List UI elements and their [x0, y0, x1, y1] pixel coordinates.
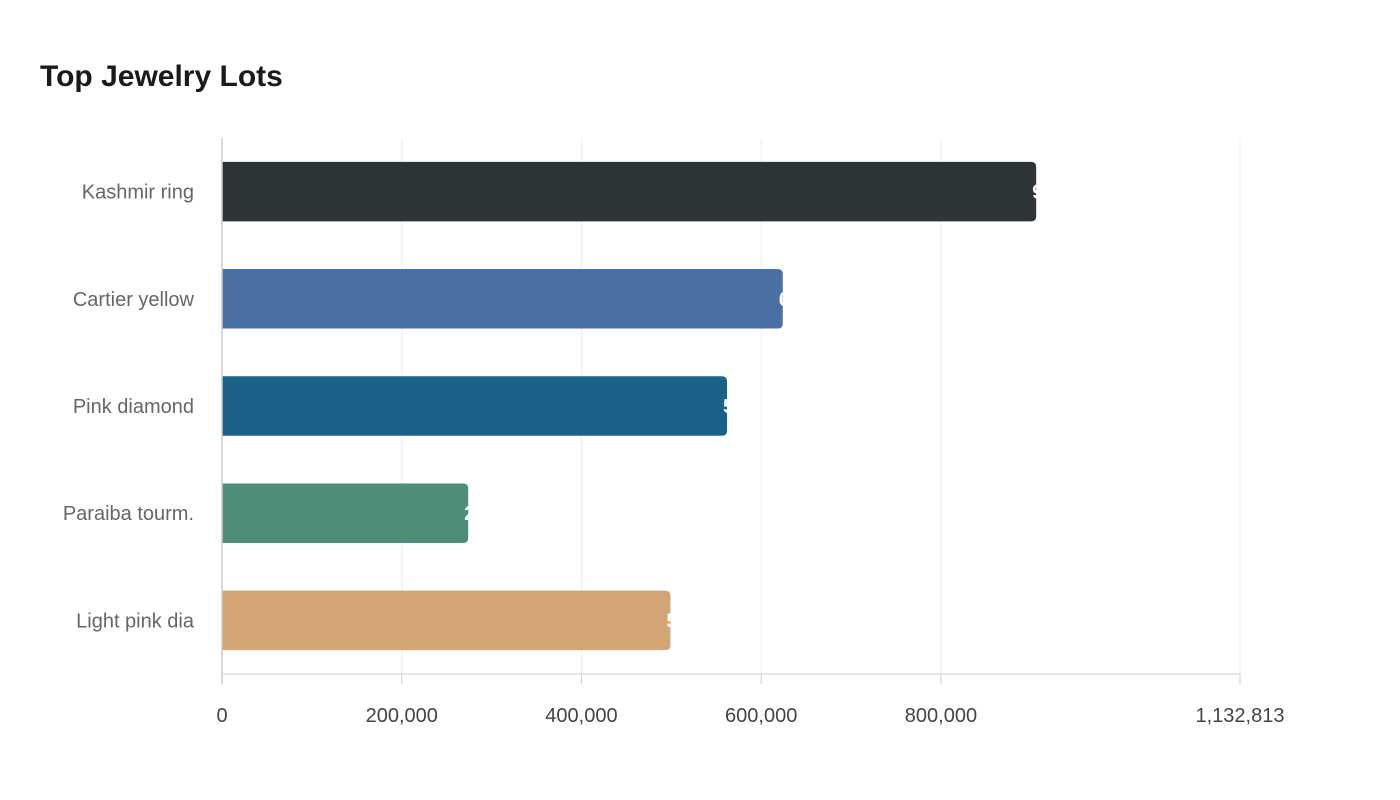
value-label: 5 [666, 610, 677, 632]
category-label: Kashmir ring [82, 182, 194, 204]
labels: 0 200,000 400,000 600,000 800,000 1,132,813 Ka… [63, 182, 1285, 727]
value-label: 5 [723, 396, 734, 418]
bar [222, 590, 671, 651]
x-tick-label: 400,000 [545, 705, 617, 727]
bar [222, 376, 728, 436]
x-tick-label: 200,000 [366, 705, 438, 727]
category-label: Paraiba tourm. [63, 503, 194, 525]
x-tick-label: 600,000 [725, 705, 797, 727]
chart-title: Top Jewelry Lots [40, 60, 283, 93]
x-tick-label: 800,000 [905, 705, 977, 727]
value-label: 9 [1032, 182, 1043, 204]
bar [222, 269, 783, 329]
x-tick-label: 0 [216, 705, 227, 727]
value-label: 6 [779, 289, 790, 311]
value-label: 2 [464, 503, 475, 525]
bar [222, 161, 1037, 222]
category-label: Light pink dia [76, 610, 195, 632]
x-tick-label: 1,132,813 [1196, 705, 1285, 727]
category-label: Cartier yellow [73, 289, 195, 311]
axes [221, 138, 1241, 684]
bar [222, 483, 469, 543]
category-label: Pink diamond [73, 396, 194, 418]
bars [222, 161, 1037, 651]
